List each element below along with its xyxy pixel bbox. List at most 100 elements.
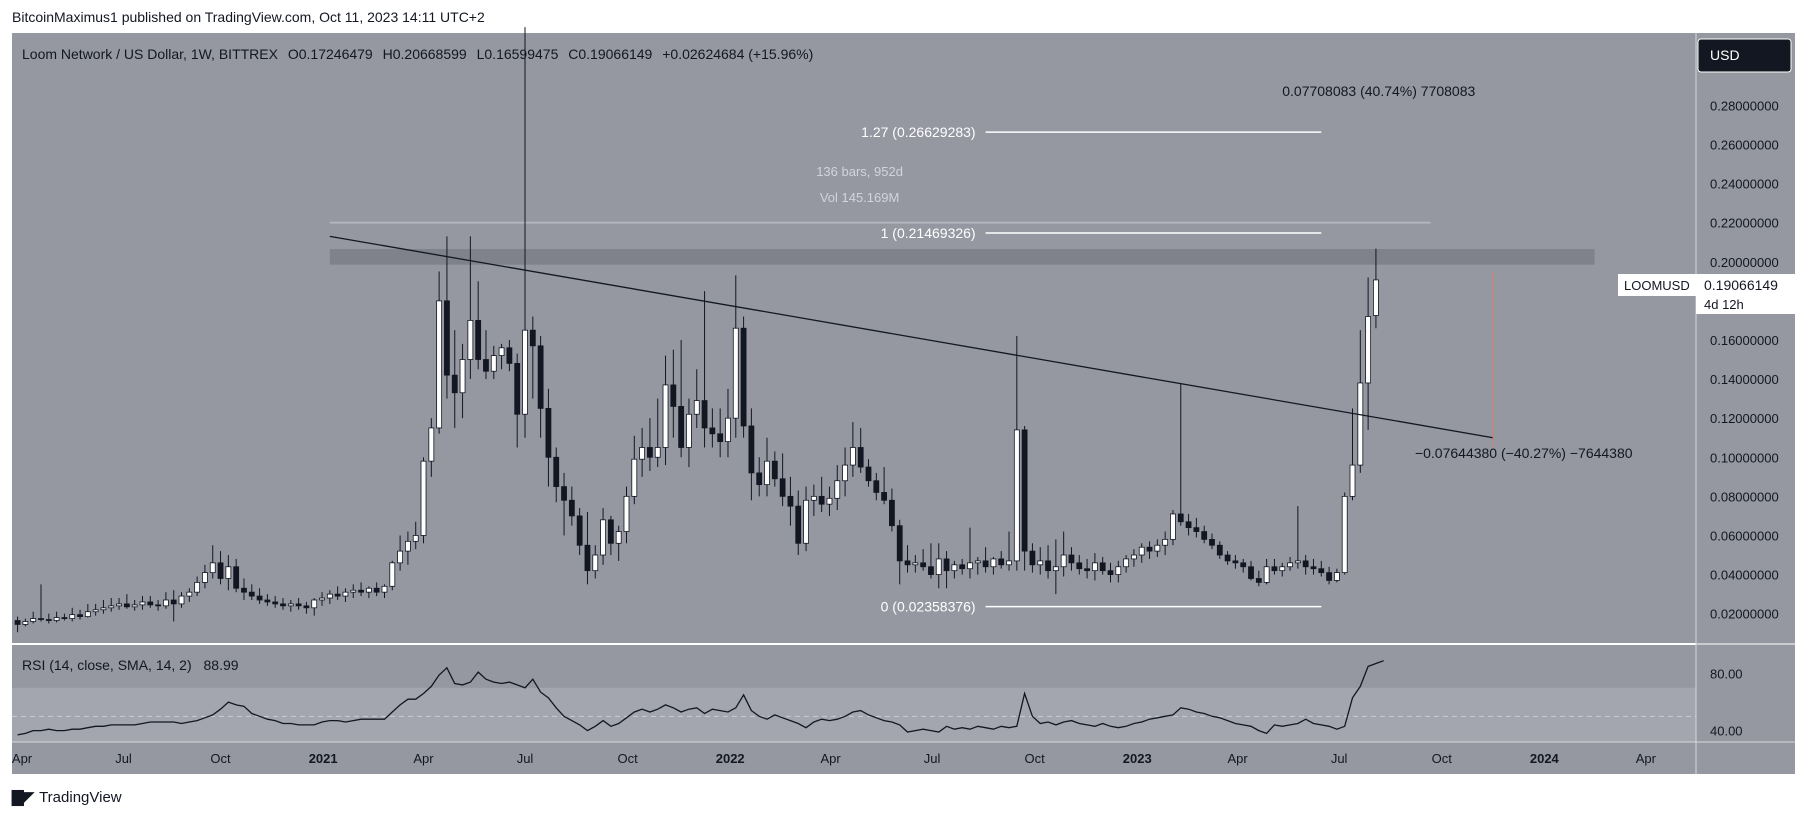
candle bbox=[38, 584, 44, 622]
candle-body bbox=[849, 447, 856, 466]
candle bbox=[358, 582, 364, 597]
candle bbox=[561, 472, 567, 536]
time-tick-label-2: Oct bbox=[210, 751, 231, 766]
candle bbox=[1037, 547, 1044, 575]
candle bbox=[209, 545, 216, 579]
candle bbox=[537, 336, 544, 438]
candle-body bbox=[264, 599, 271, 603]
candle-body bbox=[1318, 568, 1325, 574]
last-price-countdown: 4d 12h bbox=[1704, 297, 1744, 312]
candle bbox=[935, 543, 942, 589]
price-tick-label-0: 0.28000000 bbox=[1710, 98, 1779, 113]
candle-body bbox=[69, 614, 76, 619]
candle bbox=[373, 582, 380, 597]
candle-body bbox=[1170, 513, 1176, 540]
candle-body bbox=[1131, 554, 1137, 560]
candle bbox=[1240, 558, 1247, 573]
candle-body bbox=[771, 460, 778, 480]
candle-body bbox=[420, 460, 427, 536]
candle bbox=[280, 598, 286, 610]
candle bbox=[22, 618, 29, 627]
candle bbox=[974, 556, 981, 575]
candle-body bbox=[123, 603, 130, 608]
candle-body bbox=[928, 566, 934, 575]
candle-body bbox=[178, 595, 185, 605]
candle bbox=[670, 349, 677, 438]
candle bbox=[178, 592, 185, 608]
candle-body bbox=[389, 562, 396, 587]
candle bbox=[693, 369, 700, 428]
candle-body bbox=[139, 601, 146, 606]
candle-body bbox=[639, 447, 646, 460]
candle-body bbox=[592, 554, 599, 572]
projection-down-label: −0.07644380 (−40.27%) −7644380 bbox=[1415, 445, 1633, 461]
candle-body bbox=[459, 359, 466, 394]
candle bbox=[678, 339, 685, 458]
candle-body bbox=[287, 603, 294, 607]
candle-body bbox=[826, 497, 833, 505]
candle bbox=[139, 596, 146, 610]
candle bbox=[405, 531, 411, 565]
candle bbox=[1357, 330, 1364, 473]
candle-body bbox=[1084, 568, 1090, 572]
candle-body bbox=[904, 560, 911, 566]
candle bbox=[1099, 556, 1106, 575]
candle-body bbox=[22, 621, 29, 625]
candle bbox=[163, 592, 169, 609]
candle bbox=[912, 555, 919, 573]
candle-body bbox=[709, 427, 716, 435]
candle-body bbox=[537, 345, 544, 409]
candle-body bbox=[896, 525, 903, 562]
candle-body bbox=[1232, 560, 1239, 564]
candle-body bbox=[1091, 562, 1098, 572]
candle-body bbox=[1006, 560, 1012, 566]
currency-button[interactable]: USD bbox=[1697, 38, 1792, 73]
candle bbox=[1029, 543, 1036, 573]
candle bbox=[483, 330, 489, 380]
candle bbox=[1154, 539, 1161, 557]
candle bbox=[365, 586, 372, 599]
fib-level-label-0: 1.27 (0.26629283) bbox=[861, 124, 975, 140]
candle-body bbox=[436, 300, 443, 429]
candle bbox=[842, 447, 848, 497]
legend-high-label: H bbox=[383, 46, 393, 62]
price-axis-bg bbox=[1696, 33, 1795, 774]
candle-body bbox=[686, 413, 692, 448]
candle-body bbox=[967, 562, 973, 570]
candle-body bbox=[483, 359, 489, 372]
candle-body bbox=[693, 400, 700, 415]
candle-body bbox=[600, 519, 606, 556]
candle-body bbox=[1037, 560, 1044, 566]
candle bbox=[623, 486, 630, 544]
candle bbox=[342, 588, 349, 602]
candle bbox=[475, 281, 482, 370]
tradingview-footer[interactable]: ▇◤ TradingView bbox=[12, 788, 122, 807]
candle bbox=[248, 584, 255, 600]
candle bbox=[803, 486, 809, 552]
candle-body bbox=[1115, 566, 1122, 575]
candle bbox=[1091, 553, 1098, 581]
candle bbox=[84, 603, 91, 618]
candle-body bbox=[186, 591, 193, 597]
candle bbox=[490, 345, 497, 380]
candle bbox=[1021, 425, 1028, 571]
candle-body bbox=[61, 617, 68, 619]
candle-body bbox=[732, 327, 739, 419]
candle bbox=[522, 27, 528, 438]
candle bbox=[170, 590, 177, 622]
candle bbox=[397, 535, 404, 571]
candle-body bbox=[451, 374, 458, 394]
candle-body bbox=[545, 407, 552, 458]
candle-body bbox=[1279, 566, 1286, 572]
candle bbox=[1318, 560, 1325, 577]
candle bbox=[959, 558, 966, 575]
candle bbox=[1162, 531, 1169, 556]
candle-body bbox=[764, 460, 770, 486]
candle-body bbox=[1248, 566, 1254, 579]
time-tick-label-15: 2024 bbox=[1530, 751, 1560, 766]
candle bbox=[1209, 533, 1215, 550]
candle bbox=[881, 467, 888, 505]
time-tick-label-13: Jul bbox=[1331, 751, 1348, 766]
candle bbox=[943, 551, 950, 589]
